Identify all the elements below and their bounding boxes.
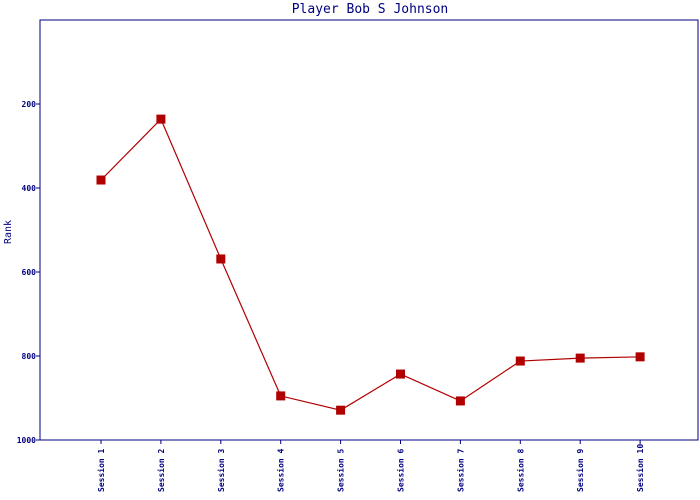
x-tick-label: Session 6 bbox=[396, 448, 406, 492]
plot-frame bbox=[39, 19, 699, 441]
x-tick-label: Session 5 bbox=[336, 448, 346, 492]
x-tick-label: Session 7 bbox=[455, 448, 465, 492]
y-tick-label: 400 bbox=[22, 184, 37, 193]
x-tick-label: Session 1 bbox=[96, 448, 106, 492]
point-marker bbox=[276, 391, 286, 401]
y-tick-label: 800 bbox=[22, 352, 37, 361]
x-tick-label: Session 4 bbox=[276, 448, 286, 492]
point-marker bbox=[336, 405, 346, 415]
point-marker bbox=[156, 114, 166, 124]
x-tick-label: Session 10 bbox=[635, 444, 645, 492]
point-marker bbox=[96, 175, 106, 185]
x-tick-label: Session 3 bbox=[216, 448, 226, 492]
y-tick-label: 600 bbox=[22, 268, 37, 277]
point-marker bbox=[515, 356, 525, 366]
chart-title: Player Bob S Johnson bbox=[292, 2, 449, 17]
point-marker bbox=[635, 352, 645, 362]
x-tick-label: Session 9 bbox=[575, 448, 585, 492]
y-axis-label: Rank bbox=[3, 220, 14, 244]
y-tick-label: 200 bbox=[22, 100, 37, 109]
x-tick-label: Session 2 bbox=[156, 448, 166, 492]
x-tick-label: Session 8 bbox=[515, 448, 525, 492]
point-marker bbox=[216, 254, 226, 264]
point-marker bbox=[575, 353, 585, 363]
point-marker bbox=[455, 396, 465, 406]
y-tick-label: 1000 bbox=[17, 436, 36, 445]
series-line bbox=[100, 118, 641, 411]
point-marker bbox=[396, 369, 405, 379]
